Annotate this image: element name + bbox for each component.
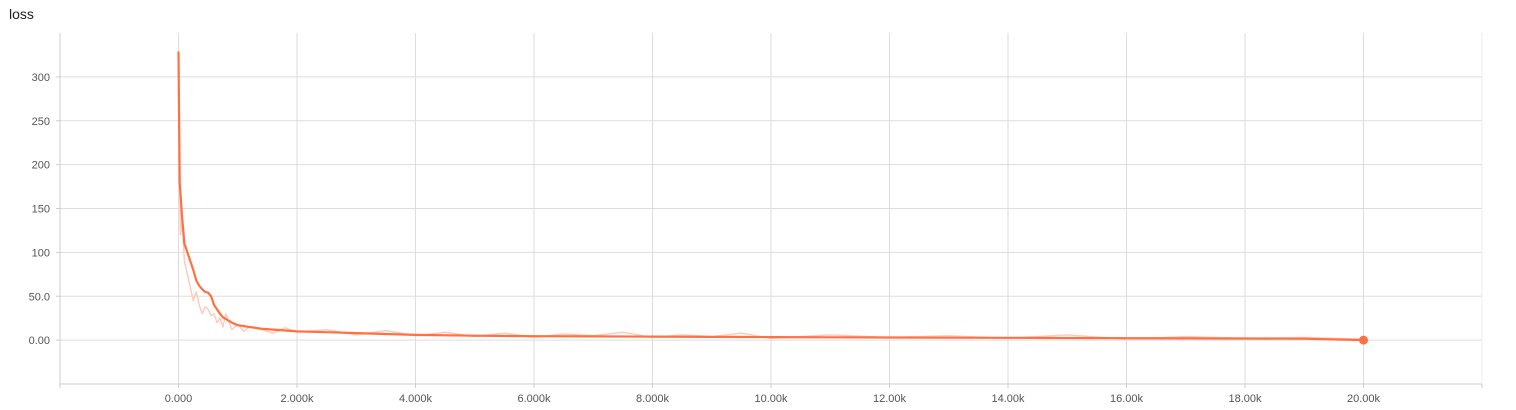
last-point-marker	[1359, 335, 1368, 345]
x-tick-label: 12.00k	[873, 393, 907, 405]
x-tick-label: 0.000	[165, 393, 193, 405]
chart-title: loss	[9, 6, 34, 22]
y-tick-label: 100	[32, 247, 50, 259]
grid	[60, 33, 1482, 384]
y-tick-label: 50.0	[29, 291, 50, 303]
x-tick-label: 6.000k	[517, 393, 551, 405]
x-tick-label: 16.00k	[1110, 393, 1144, 405]
y-tick-label: 200	[32, 160, 50, 172]
y-tick-label: 300	[32, 72, 50, 84]
y-tick-label: 150	[32, 204, 50, 216]
x-tick-label: 8.000k	[636, 393, 670, 405]
smoothed-loss-line	[177, 51, 1365, 342]
y-tick-label: 0.00	[29, 335, 50, 347]
x-tick-label: 4.000k	[399, 393, 433, 405]
x-tick-label: 20.00k	[1347, 393, 1381, 405]
x-tick-label: 10.00k	[754, 393, 788, 405]
y-tick-labels: 0.00 50.0 100 150 200 250 300	[29, 72, 60, 347]
series-group	[177, 51, 1368, 345]
y-tick-label: 250	[32, 116, 50, 128]
x-tick-label: 14.00k	[991, 393, 1025, 405]
x-tick-label: 2.000k	[280, 393, 314, 405]
x-tick-labels: 0.000 2.000k 4.000k 6.000k 8.000k 10.00k 12.00…	[59, 384, 1483, 405]
x-tick-label: 18.00k	[1228, 393, 1262, 405]
